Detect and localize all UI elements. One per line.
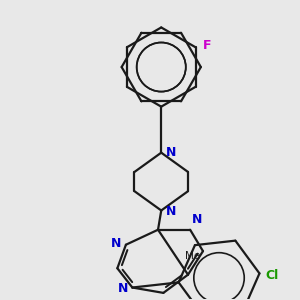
Text: F: F — [202, 39, 211, 52]
Text: N: N — [111, 237, 122, 250]
Text: N: N — [118, 282, 128, 295]
Text: N: N — [165, 205, 176, 218]
Text: N: N — [165, 146, 176, 158]
Text: Me: Me — [185, 251, 200, 261]
Text: Cl: Cl — [265, 269, 278, 283]
Text: N: N — [192, 213, 202, 226]
